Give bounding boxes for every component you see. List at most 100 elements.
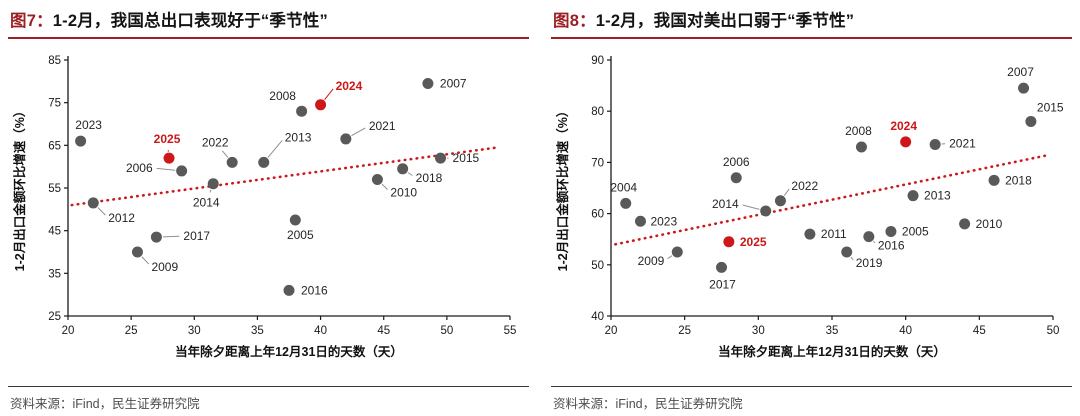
data-point-label-2021: 2021 [949,136,976,150]
data-point-label-2011: 2011 [821,227,847,241]
data-point-2012 [87,197,99,209]
data-point-label-2015: 2015 [453,151,480,165]
data-point-2009 [671,246,683,258]
x-tick-label: 30 [188,325,201,337]
leader-line-2013 [267,140,283,158]
x-tick-label: 35 [251,325,264,337]
data-point-2007 [1018,82,1030,94]
data-point-label-2024: 2024 [336,79,363,93]
x-tick-label: 20 [605,325,618,337]
data-point-2018 [988,174,1000,186]
leader-line-2006 [156,167,176,171]
data-point-2004 [620,197,632,209]
data-point-label-2007: 2007 [440,76,467,90]
data-point-label-2018: 2018 [1005,173,1032,187]
data-point-label-2010: 2010 [390,185,417,199]
data-point-label-2007: 2007 [1007,65,1034,79]
data-point-label-2017: 2017 [709,277,736,291]
leader-line-2009 [141,256,150,265]
data-point-label-2025: 2025 [740,235,767,249]
leader-line-2016 [873,240,876,244]
data-point-label-2018: 2018 [416,171,443,185]
x-tick-label: 55 [504,325,517,337]
data-point-label-2013: 2013 [285,130,312,144]
leader-line-2021 [351,127,366,137]
data-point-label-2005: 2005 [902,225,929,239]
data-point-2015 [1025,115,1037,127]
y-tick-label: 75 [48,98,61,110]
y-tick-label: 60 [591,209,604,221]
data-point-label-2008: 2008 [845,124,872,138]
data-point-label-2023: 2023 [650,214,677,228]
data-point-2018 [397,163,409,175]
data-point-label-2005: 2005 [287,228,314,242]
data-point-label-2021: 2021 [369,119,396,133]
y-tick-label: 55 [48,183,61,195]
y-tick-label: 85 [48,55,61,67]
data-point-2007 [422,77,434,89]
data-point-label-2010: 2010 [976,217,1003,231]
y-tick-label: 70 [591,157,604,169]
data-point-2014 [207,178,219,190]
x-tick-label: 50 [440,325,453,337]
trend-line [70,146,499,207]
data-point-2022 [774,195,786,207]
y-tick-label: 65 [48,140,61,152]
data-point-2010 [371,173,383,185]
x-tick-label: 25 [125,325,138,337]
x-tick-label: 25 [678,325,691,337]
data-point-label-2016: 2016 [301,283,328,297]
x-tick-label: 40 [314,325,327,337]
data-point-2006 [176,165,188,177]
leader-line-2019 [850,256,854,261]
data-point-2005 [885,226,897,238]
leader-line-2022 [783,188,790,196]
data-point-2009 [131,246,143,258]
data-point-label-2025: 2025 [154,132,181,146]
x-axis-title: 当年除夕距离上年12月31日的天数（天） [175,344,403,359]
x-tick-label: 45 [377,325,390,337]
data-point-2015 [435,152,447,164]
data-point-label-2014: 2014 [712,197,739,211]
data-point-label-2024: 2024 [890,119,917,133]
data-point-2011 [804,228,816,240]
data-point-label-2022: 2022 [202,135,229,149]
data-point-2022 [226,156,238,168]
data-point-2008 [855,141,867,153]
data-point-label-2012: 2012 [108,211,135,225]
data-point-2013 [907,190,919,202]
data-point-2010 [959,218,971,230]
figure-panel-7: 图7：1-2月，我国总出口表现好于“季节性” 20 25 30 35 40 45 50 55 2… [8,6,529,412]
data-point-2017 [150,231,162,243]
data-point-label-2016: 2016 [878,239,905,253]
leader-line-2012 [97,207,106,216]
data-point-label-2009: 2009 [151,260,178,274]
data-point-2006 [730,172,742,184]
x-tick-label: 35 [826,325,839,337]
data-point-label-2006: 2006 [723,155,750,169]
data-point-label-2004: 2004 [610,180,637,194]
data-point-label-2022: 2022 [791,179,818,193]
figure-8-number: 图8： [553,12,596,30]
x-tick-label: 50 [1047,325,1060,337]
data-point-label-2023: 2023 [75,118,102,132]
data-point-2024 [900,136,912,148]
leader-line-2014 [209,189,212,193]
data-point-label-2013: 2013 [924,189,951,203]
x-axis-title: 当年除夕距离上年12月31日的天数（天） [718,344,946,359]
data-point-2019 [841,246,853,258]
y-tick-label: 40 [591,311,604,323]
x-tick-label: 20 [62,325,75,337]
trend-line [614,153,1052,246]
data-point-label-2014: 2014 [193,196,220,210]
y-tick-label: 90 [591,55,604,67]
leader-line-2024 [324,88,334,101]
data-point-2008 [296,105,308,117]
data-point-2021 [929,138,941,150]
y-axis-title: 1-2月出口金额环比增速（%） [12,105,27,272]
figure-8-title-text: 1-2月，我国对美出口弱于“季节性” [595,12,855,30]
data-point-2016 [863,231,875,243]
data-point-2025 [163,152,175,164]
data-point-label-2008: 2008 [269,89,296,103]
